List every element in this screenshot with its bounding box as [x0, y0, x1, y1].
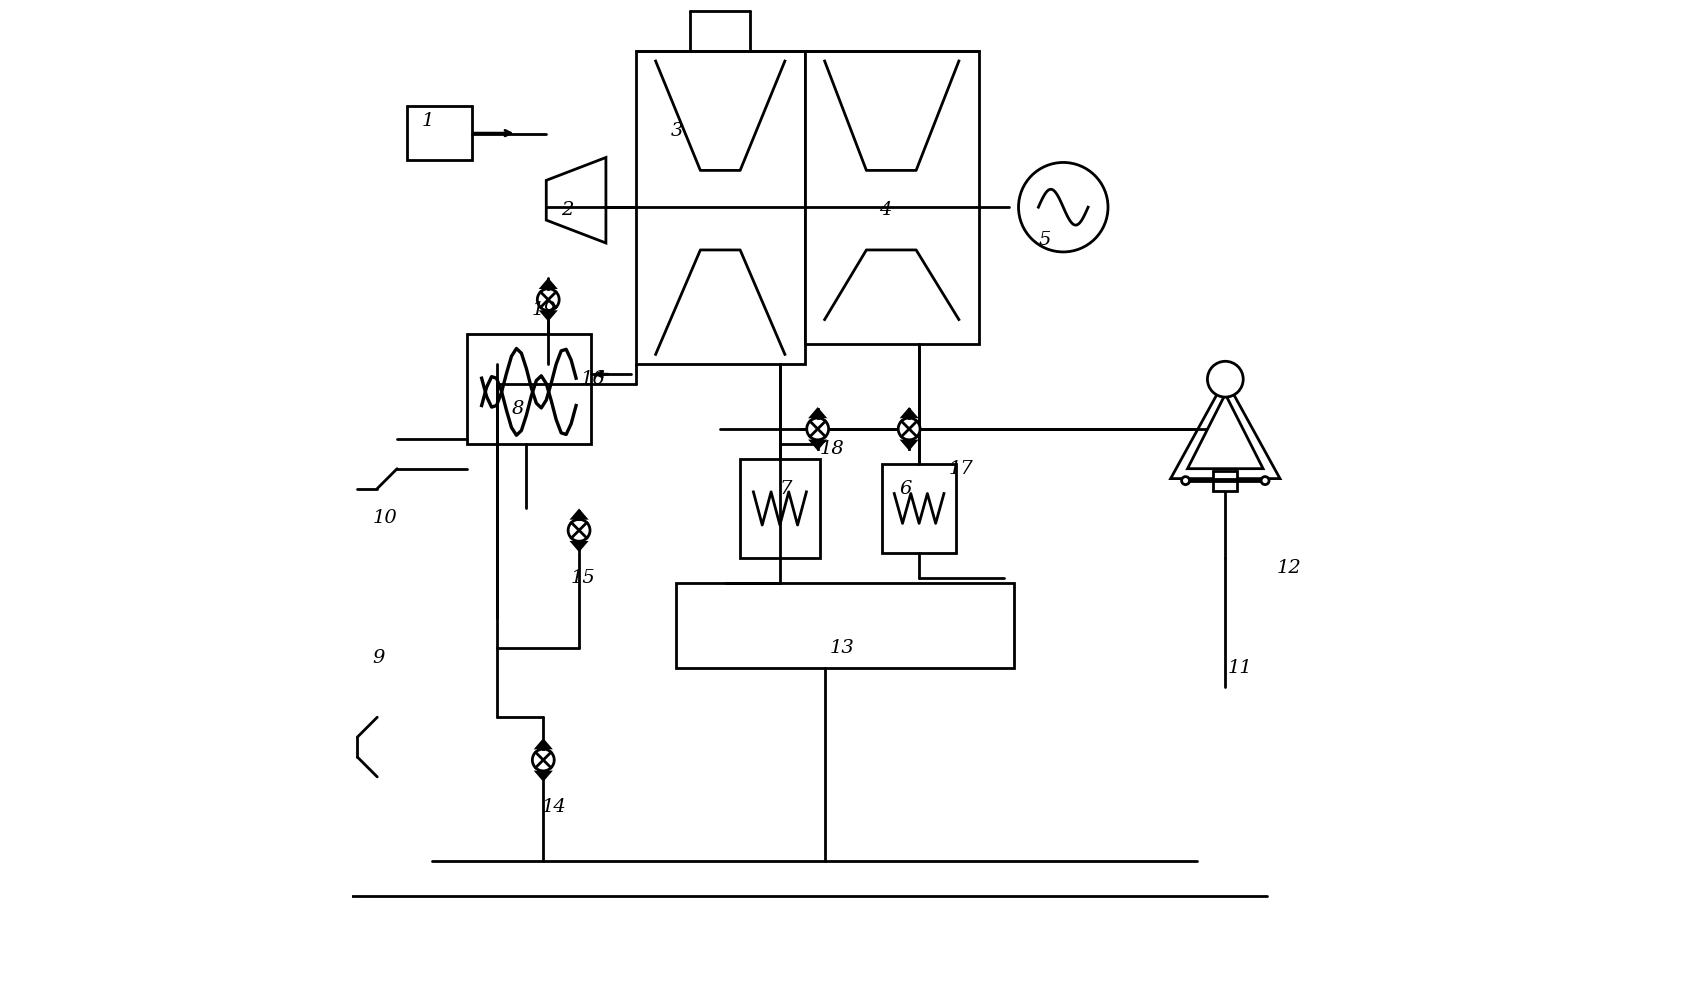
Circle shape — [1207, 361, 1243, 397]
Polygon shape — [810, 441, 824, 449]
Text: 15: 15 — [571, 569, 596, 587]
Circle shape — [567, 519, 589, 541]
Bar — [676, 583, 1014, 668]
Circle shape — [1017, 163, 1107, 252]
Text: 19: 19 — [531, 301, 555, 319]
Circle shape — [531, 749, 554, 771]
Text: 6: 6 — [898, 480, 912, 498]
Text: 8: 8 — [511, 400, 523, 418]
Polygon shape — [547, 158, 606, 243]
Circle shape — [807, 418, 829, 440]
Polygon shape — [810, 409, 824, 417]
Polygon shape — [537, 772, 550, 780]
Bar — [408, 106, 472, 161]
Bar — [467, 334, 591, 444]
Polygon shape — [902, 409, 915, 417]
Text: 2: 2 — [560, 201, 574, 219]
Text: 5: 5 — [1037, 231, 1049, 249]
Polygon shape — [902, 441, 915, 449]
Text: 10: 10 — [372, 509, 397, 527]
Circle shape — [1260, 477, 1268, 485]
Polygon shape — [572, 510, 586, 518]
Text: 3: 3 — [671, 122, 683, 140]
Circle shape — [898, 418, 920, 440]
Polygon shape — [542, 312, 555, 319]
Circle shape — [537, 289, 559, 311]
Polygon shape — [572, 542, 586, 550]
Bar — [805, 51, 978, 344]
Polygon shape — [537, 741, 550, 748]
Text: 13: 13 — [829, 639, 854, 657]
Text: 18: 18 — [818, 440, 844, 458]
Bar — [881, 464, 956, 553]
Text: 9: 9 — [372, 649, 384, 667]
Bar — [1212, 471, 1236, 491]
Text: 1: 1 — [421, 112, 435, 130]
Bar — [635, 51, 805, 364]
Text: 14: 14 — [542, 798, 565, 816]
Text: 16: 16 — [581, 370, 606, 388]
Text: 4: 4 — [880, 201, 891, 219]
Circle shape — [1202, 421, 1248, 467]
Text: 12: 12 — [1277, 559, 1301, 577]
Polygon shape — [542, 280, 555, 287]
Polygon shape — [1170, 379, 1279, 479]
Text: 7: 7 — [779, 480, 791, 498]
Circle shape — [1180, 477, 1189, 485]
Text: 17: 17 — [949, 460, 973, 478]
Text: 11: 11 — [1226, 658, 1251, 677]
Bar — [740, 459, 818, 558]
Polygon shape — [1187, 394, 1262, 469]
